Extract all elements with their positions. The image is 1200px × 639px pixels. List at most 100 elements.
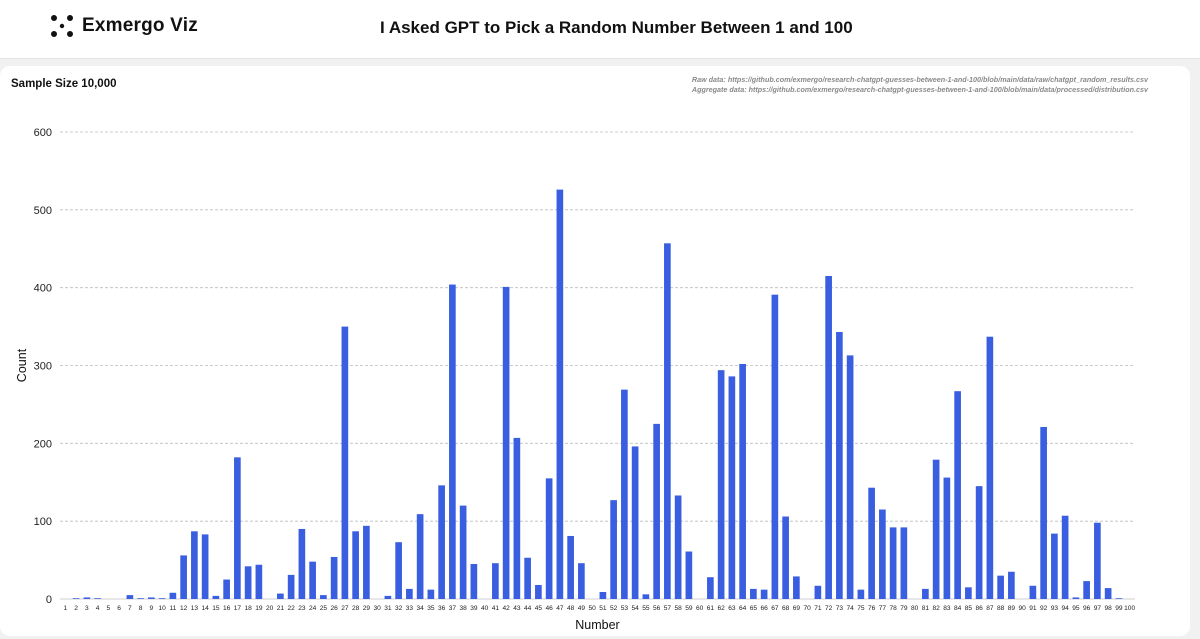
x-tick-label: 2 xyxy=(74,605,78,612)
x-tick-label: 96 xyxy=(1083,605,1091,612)
bar xyxy=(416,514,424,599)
x-tick-label: 7 xyxy=(128,605,132,612)
bar xyxy=(1115,598,1123,599)
x-tick-label: 74 xyxy=(846,605,854,612)
bar xyxy=(932,459,940,599)
bar xyxy=(1051,533,1058,599)
x-tick-label: 53 xyxy=(621,605,629,612)
raw-data-link[interactable]: Raw data: https://github.com/exmergo/res… xyxy=(691,75,1148,84)
x-tick-label: 97 xyxy=(1094,605,1102,612)
bar xyxy=(363,525,370,599)
x-tick-label: 22 xyxy=(287,605,295,612)
x-tick-label: 79 xyxy=(900,605,908,612)
x-tick-label: 21 xyxy=(277,605,285,612)
bar xyxy=(169,592,177,599)
bar xyxy=(578,563,585,599)
bar xyxy=(975,486,983,599)
bar xyxy=(1094,522,1101,599)
bar xyxy=(868,487,875,599)
x-tick-label: 73 xyxy=(836,605,844,612)
x-tick-label: 76 xyxy=(868,605,876,612)
x-tick-label: 82 xyxy=(932,605,940,612)
x-tick-label: 4 xyxy=(96,605,100,612)
bar xyxy=(255,564,263,599)
bar xyxy=(449,284,456,599)
x-tick-label: 31 xyxy=(384,605,392,612)
chart-card: Sample Size 10,000 Raw data: https://git… xyxy=(0,66,1190,636)
bar xyxy=(287,574,295,599)
x-tick-label: 11 xyxy=(169,605,176,612)
x-tick-label: 35 xyxy=(427,605,435,612)
x-tick-label: 52 xyxy=(610,605,618,612)
x-tick-label: 80 xyxy=(911,605,919,612)
bar xyxy=(438,485,445,599)
bar xyxy=(889,527,897,599)
x-tick-label: 65 xyxy=(750,605,758,612)
x-tick-label: 28 xyxy=(352,605,360,612)
x-tick-label: 48 xyxy=(567,605,575,612)
x-tick-label: 26 xyxy=(330,605,338,612)
x-tick-label: 10 xyxy=(158,605,166,612)
x-tick-label: 64 xyxy=(739,605,747,612)
x-tick-label: 6 xyxy=(117,605,121,612)
aggregate-data-link[interactable]: Aggregate data: https://github.com/exmer… xyxy=(691,85,1148,94)
y-tick-label: 0 xyxy=(46,594,52,606)
x-tick-label: 59 xyxy=(685,605,693,612)
x-tick-label: 90 xyxy=(1018,605,1026,612)
x-tick-label: 41 xyxy=(492,605,500,612)
bar xyxy=(1083,581,1090,599)
bar xyxy=(309,561,316,599)
bar xyxy=(610,500,617,599)
brand[interactable]: Exmergo Viz xyxy=(50,14,198,38)
bar xyxy=(664,243,671,599)
x-tick-label: 34 xyxy=(416,605,424,612)
x-tick-label: 92 xyxy=(1040,605,1048,612)
logo-icon xyxy=(51,15,73,37)
x-tick-label: 47 xyxy=(556,605,564,612)
bar xyxy=(642,594,650,599)
x-tick-label: 89 xyxy=(1008,605,1016,612)
bar xyxy=(406,588,413,599)
bar xyxy=(782,516,789,599)
x-tick-label: 14 xyxy=(201,605,209,612)
bar xyxy=(148,597,155,599)
x-tick-label: 1 xyxy=(64,605,68,612)
x-tick-label: 40 xyxy=(481,605,489,612)
x-tick-label: 87 xyxy=(986,605,994,612)
x-tick-label: 3 xyxy=(85,605,89,612)
x-tick-label: 38 xyxy=(459,605,467,612)
x-tick-label: 9 xyxy=(150,605,154,612)
bar xyxy=(72,598,80,599)
y-tick-label: 100 xyxy=(34,516,52,528)
bar xyxy=(180,555,187,599)
x-tick-label: 66 xyxy=(760,605,768,612)
top-bar: Exmergo Viz I Asked GPT to Pick a Random… xyxy=(0,0,1200,59)
x-tick-label: 8 xyxy=(139,605,143,612)
x-tick-label: 55 xyxy=(642,605,650,612)
bar xyxy=(836,332,843,599)
x-tick-label: 57 xyxy=(664,605,672,612)
x-tick-label: 20 xyxy=(266,605,274,612)
bar xyxy=(352,531,359,599)
sample-size-label: Sample Size 10,000 xyxy=(11,78,117,90)
y-tick-label: 300 xyxy=(34,361,52,373)
x-tick-label: 27 xyxy=(341,605,349,612)
bar xyxy=(427,589,435,599)
bar xyxy=(631,446,639,599)
x-tick-label: 70 xyxy=(803,605,811,612)
x-tick-label: 84 xyxy=(954,605,962,612)
x-tick-label: 99 xyxy=(1115,605,1123,612)
bar xyxy=(1040,426,1047,599)
x-tick-label: 54 xyxy=(631,605,639,612)
x-tick-label: 72 xyxy=(825,605,833,612)
bar xyxy=(513,437,521,599)
x-tick-label: 71 xyxy=(814,605,822,612)
bar xyxy=(739,363,746,599)
x-tick-label: 32 xyxy=(395,605,403,612)
x-tick-label: 19 xyxy=(255,605,263,612)
bar xyxy=(1104,588,1112,599)
x-tick-label: 91 xyxy=(1029,605,1037,612)
x-tick-label: 67 xyxy=(771,605,779,612)
x-tick-label: 93 xyxy=(1051,605,1059,612)
x-axis-title: Number xyxy=(575,618,619,632)
